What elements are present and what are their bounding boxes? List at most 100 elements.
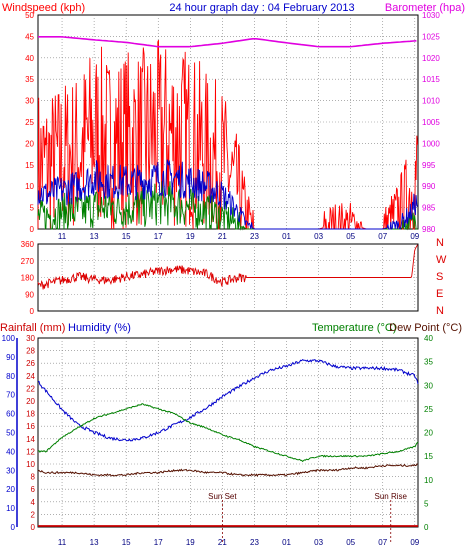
x-tick-label: 13 (90, 232, 99, 241)
rain-tick-label: 30 (26, 334, 35, 343)
sun-event-label: Sun Rise (375, 492, 408, 501)
dewpoint-series (37, 463, 419, 477)
direction-tick-label: 0 (30, 307, 35, 316)
barometer-tick-label: 1015 (422, 75, 440, 84)
x-tick-label: 03 (314, 538, 323, 547)
x-tick-label: 07 (378, 232, 387, 241)
x-tick-label: 05 (346, 232, 355, 241)
direction-tick-label: 360 (21, 240, 35, 249)
x-tick-label: 19 (186, 232, 195, 241)
rain-tick-label: 26 (26, 359, 35, 368)
x-tick-label: 13 (90, 538, 99, 547)
temp-tick-label: 40 (424, 334, 433, 343)
compass-label: N (436, 237, 444, 249)
compass-label: W (436, 254, 447, 266)
wind-gust-series (37, 39, 418, 230)
x-tick-label: 09 (410, 538, 419, 547)
humidity-tick-label: 40 (6, 447, 15, 456)
barometer-tick-label: 1000 (422, 139, 440, 148)
barometer-tick-label: 995 (422, 161, 436, 170)
rain-tick-label: 24 (26, 372, 35, 381)
wind-tick-label: 10 (25, 182, 34, 191)
temp-tick-label: 10 (424, 476, 433, 485)
x-tick-label: 11 (58, 538, 67, 547)
x-tick-label: 05 (346, 538, 355, 547)
temp-tick-label: 5 (424, 499, 429, 508)
humidity-tick-label: 20 (6, 485, 15, 494)
wind-tick-label: 15 (25, 161, 34, 170)
temp-tick-label: 20 (424, 429, 433, 438)
windspeed-axis-title: Windspeed (kph) (2, 2, 85, 14)
x-tick-label: 21 (218, 232, 227, 241)
direction-tick-label: 270 (21, 257, 35, 266)
rain-tick-label: 20 (26, 397, 35, 406)
temperature-series (37, 403, 419, 463)
wind-tick-label: 45 (25, 32, 34, 41)
x-tick-label: 15 (122, 538, 131, 547)
barometer-tick-label: 1030 (422, 11, 440, 20)
barometer-series (38, 36, 417, 48)
x-tick-label: 03 (314, 232, 323, 241)
wind-tick-label: 20 (25, 139, 34, 148)
humidity-tick-label: 60 (6, 410, 15, 419)
dewpoint-axis-title: Dew Point (°C) (389, 322, 462, 334)
temp-panel-annotations: Sun Set Sun Rise (208, 492, 408, 543)
x-tick-label: 23 (250, 232, 259, 241)
rainfall-axis-title: Rainfall (mm) (0, 322, 65, 334)
barometer-axis-title: Barometer (hpa) (385, 2, 465, 14)
wind-avg-series (37, 159, 418, 230)
humidity-tick-label: 30 (6, 466, 15, 475)
temp-tick-label: 35 (424, 358, 433, 367)
humidity-tick-label: 0 (11, 523, 16, 532)
direction-tick-label: 90 (25, 290, 34, 299)
temp-panel-frame (37, 337, 419, 528)
temp-panel-series (37, 358, 419, 527)
direction-tick-label: 180 (21, 274, 35, 283)
humidity-tick-label: 90 (6, 353, 15, 362)
humidity-tick-label: 70 (6, 391, 15, 400)
x-tick-label: 21 (218, 538, 227, 547)
x-tick-label: 17 (154, 232, 163, 241)
rain-tick-label: 2 (31, 510, 36, 519)
x-tick-label: 15 (122, 232, 131, 241)
barometer-tick-label: 1010 (422, 97, 440, 106)
x-tick-label: 01 (282, 538, 291, 547)
x-tick-label: 17 (154, 538, 163, 547)
wind-direction-series (37, 244, 418, 290)
x-tick-label: 01 (282, 232, 291, 241)
wind-panel-series (37, 36, 418, 231)
compass-label: E (436, 288, 443, 300)
barometer-tick-label: 1025 (422, 32, 440, 41)
x-tick-label: 19 (186, 538, 195, 547)
x-tick-label: 09 (410, 232, 419, 241)
barometer-tick-label: 980 (422, 225, 436, 234)
sun-event-label: Sun Set (208, 492, 237, 501)
wind-tick-label: 30 (25, 97, 34, 106)
wind-tick-label: 50 (25, 11, 34, 20)
page-title: 24 hour graph day : 04 February 2013 (169, 2, 354, 14)
rain-tick-label: 6 (31, 485, 36, 494)
humidity-tick-label: 80 (6, 372, 15, 381)
temp-tick-label: 30 (424, 381, 433, 390)
rain-tick-label: 14 (26, 435, 35, 444)
rain-tick-label: 16 (26, 422, 35, 431)
barometer-tick-label: 1005 (422, 118, 440, 127)
temp-tick-label: 15 (424, 452, 433, 461)
humidity-tick-label: 100 (2, 334, 16, 343)
barometer-tick-label: 985 (422, 204, 436, 213)
direction-panel-series (37, 244, 418, 290)
rain-tick-label: 8 (31, 473, 36, 482)
temperature-axis-title: Temperature (°C) (312, 322, 396, 334)
rain-tick-label: 18 (26, 410, 35, 419)
wind-tick-label: 0 (30, 225, 35, 234)
humidity-axis-title: Humidity (%) (68, 322, 131, 334)
rain-tick-label: 4 (31, 498, 36, 507)
barometer-tick-label: 990 (422, 182, 436, 191)
temp-tick-label: 0 (424, 523, 429, 532)
rain-tick-label: 0 (31, 523, 36, 532)
humidity-tick-label: 50 (6, 429, 15, 438)
humidity-tick-label: 10 (6, 504, 15, 513)
